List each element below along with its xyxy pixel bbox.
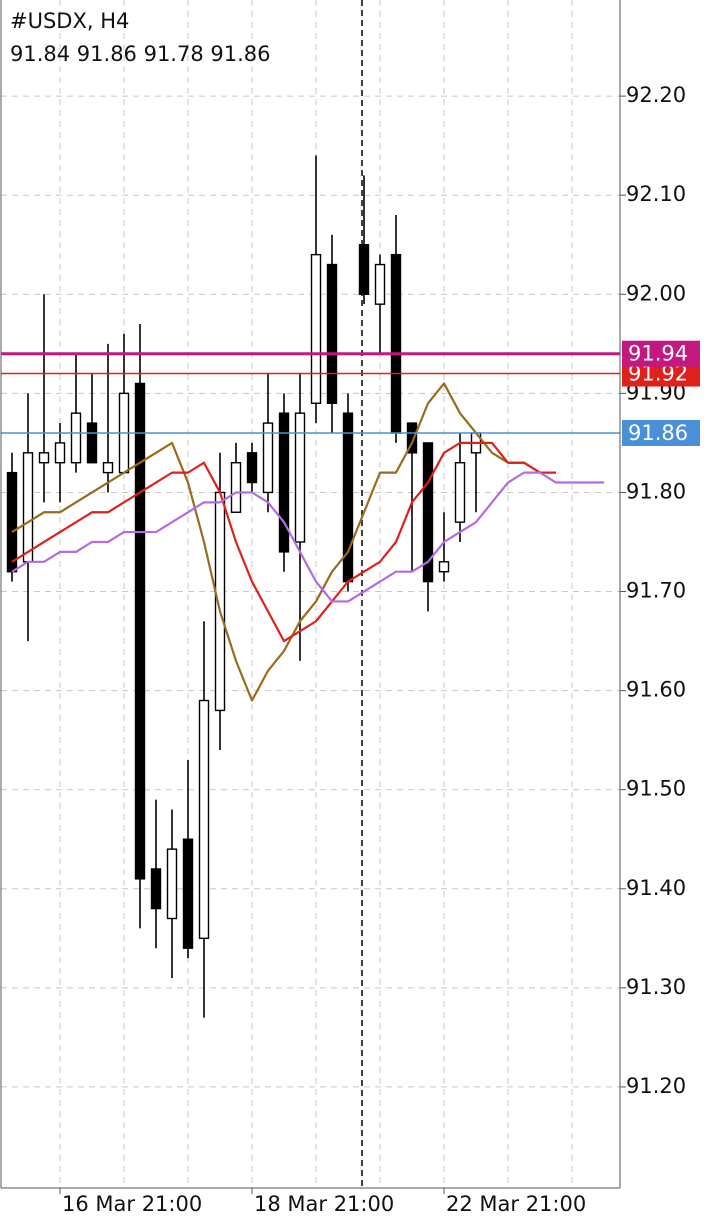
candle-body [390, 253, 402, 434]
y-tick-label: 91.40 [626, 876, 686, 900]
chart-title: #USDX, H4 [10, 9, 129, 33]
candle-body [358, 244, 370, 295]
candle-body [22, 452, 34, 563]
moving-average-line [11, 471, 604, 603]
moving-average-line [11, 382, 541, 702]
candle-body [230, 462, 242, 513]
candle-body [54, 442, 66, 464]
candle-body [102, 462, 114, 474]
y-tick-label: 91.60 [626, 678, 686, 702]
candle-body [422, 442, 434, 583]
level-price-label: 91.94 [628, 342, 688, 366]
ohlc-readout: 91.84 91.86 91.78 91.86 [10, 42, 271, 66]
candle-body [6, 471, 18, 573]
candle-body [70, 412, 82, 464]
y-tick-label: 91.20 [626, 1074, 686, 1098]
candle-body [38, 452, 50, 464]
y-tick-label: 91.80 [626, 479, 686, 503]
candle-body [134, 382, 146, 880]
y-tick-label: 91.50 [626, 777, 686, 801]
candle-body [294, 412, 306, 543]
candle-body [438, 561, 450, 573]
y-tick-label: 92.00 [626, 281, 686, 305]
y-tick-label: 91.70 [626, 579, 686, 603]
x-tick-label: 22 Mar 21:00 [446, 1192, 586, 1216]
level-price-box [622, 419, 700, 446]
candle-body [454, 462, 466, 523]
candle-body [166, 848, 178, 920]
y-tick-label: 92.20 [626, 83, 686, 107]
axes: 92.2092.1092.0091.9091.8091.7091.6091.50… [59, 83, 700, 1216]
moving-average-line [11, 441, 556, 643]
candle-body [326, 263, 338, 404]
plot [1, 155, 620, 1018]
candle-body [182, 838, 194, 949]
candle-body [262, 422, 274, 494]
candle-body [406, 422, 418, 454]
y-tick-label: 91.30 [626, 975, 686, 999]
candle-body [374, 263, 386, 305]
candle-body [310, 253, 322, 404]
x-tick-label: 16 Mar 21:00 [62, 1192, 202, 1216]
candle-body [86, 422, 98, 464]
candle-body [150, 868, 162, 910]
level-price-box [622, 340, 700, 367]
candle-body [246, 452, 258, 484]
candle-body [198, 699, 210, 940]
level-price-label: 91.86 [628, 421, 688, 445]
candle-body [278, 412, 290, 553]
x-tick-label: 18 Mar 21:00 [254, 1192, 394, 1216]
grid [1, 0, 620, 1188]
y-tick-label: 92.10 [626, 182, 686, 206]
